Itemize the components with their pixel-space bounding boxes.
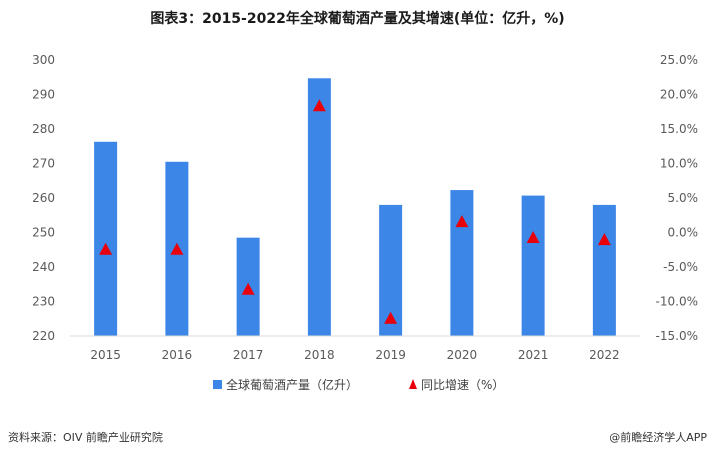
- right-tick-label: 5.0%: [668, 191, 699, 205]
- left-tick-label: 280: [32, 122, 55, 136]
- bar-series: [94, 78, 616, 336]
- left-tick-label: 260: [32, 191, 55, 205]
- right-tick-label: 0.0%: [668, 226, 699, 240]
- legend: 全球葡萄酒产量（亿升） 同比增速（%）: [213, 377, 504, 392]
- growth-series: [99, 99, 611, 324]
- growth-marker: [170, 242, 184, 255]
- bar: [592, 204, 616, 336]
- bar: [94, 141, 118, 336]
- left-tick-label: 270: [32, 157, 55, 171]
- left-tick-label: 230: [32, 295, 55, 309]
- right-tick-label: 10.0%: [660, 157, 698, 171]
- growth-marker: [455, 215, 469, 228]
- left-tick-label: 250: [32, 226, 55, 240]
- legend-label-production: 全球葡萄酒产量（亿升）: [226, 377, 358, 392]
- left-tick-label: 300: [32, 53, 55, 67]
- growth-marker: [312, 99, 326, 112]
- left-tick-label: 290: [32, 88, 55, 102]
- right-tick-label: -5.0%: [663, 260, 698, 274]
- credit-note: @前瞻经济学人APP: [609, 431, 707, 444]
- growth-marker: [526, 231, 540, 244]
- bar: [521, 195, 545, 336]
- x-tick-label: 2016: [162, 348, 193, 362]
- right-tick-label: 25.0%: [660, 53, 698, 67]
- x-tick-label: 2018: [304, 348, 335, 362]
- left-tick-label: 220: [32, 329, 55, 343]
- legend-swatch-growth: [409, 379, 417, 389]
- bar: [450, 190, 474, 336]
- growth-marker: [99, 242, 113, 255]
- x-tick-label: 2020: [447, 348, 478, 362]
- legend-swatch-production: [213, 380, 222, 389]
- right-tick-label: -10.0%: [656, 295, 698, 309]
- source-note: 资料来源：OIV 前瞻产业研究院: [8, 431, 163, 444]
- left-tick-label: 240: [32, 260, 55, 274]
- x-axis: 2015 2016 2017 2018 2019 2020 2021 2022: [90, 348, 619, 362]
- right-tick-label: 20.0%: [660, 88, 698, 102]
- left-axis: 220 230 240 250 260 270 280 290 300: [32, 53, 55, 343]
- x-tick-label: 2015: [90, 348, 121, 362]
- x-tick-label: 2019: [375, 348, 406, 362]
- right-tick-label: 15.0%: [660, 122, 698, 136]
- x-tick-label: 2021: [518, 348, 549, 362]
- chart-title: 图表3：2015-2022年全球葡萄酒产量及其增速(单位：亿升，%): [150, 11, 565, 27]
- right-tick-label: -15.0%: [656, 329, 698, 343]
- growth-marker: [597, 233, 611, 246]
- right-axis: -15.0% -10.0% -5.0% 0.0% 5.0% 10.0% 15.0% 20.0%…: [656, 53, 698, 343]
- growth-marker: [241, 282, 255, 295]
- growth-marker: [384, 311, 398, 324]
- x-tick-label: 2022: [589, 348, 620, 362]
- legend-label-growth: 同比增速（%）: [421, 378, 504, 392]
- x-tick-label: 2017: [233, 348, 264, 362]
- bar: [379, 204, 403, 336]
- bar: [307, 78, 331, 336]
